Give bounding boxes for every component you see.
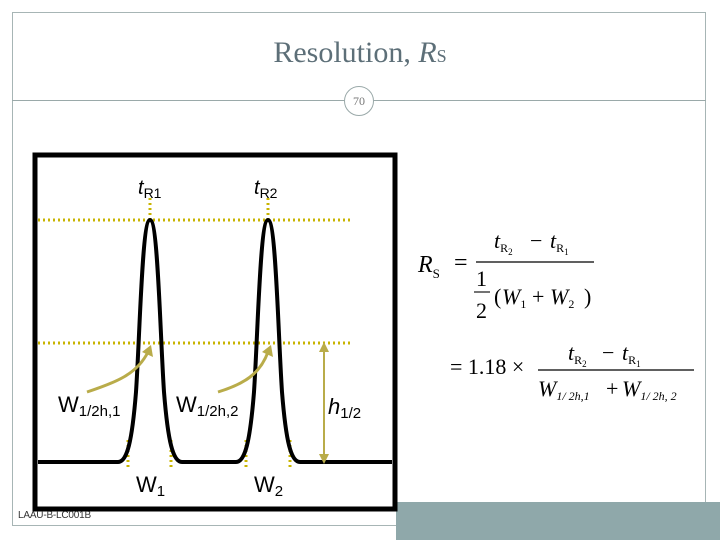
denominator2-w2: W1/ 2h, 2 [622, 376, 677, 403]
denominator2-plus: + [606, 376, 618, 401]
w-half2-label: W1/2h,2 [176, 392, 238, 420]
w-half1-label: W1/2h,1 [58, 392, 120, 420]
resolution-formula: RS = tR2 − tR1 1 2 ( W1 + W2 ) = 1.18 × … [417, 228, 694, 403]
w-half1-arrowhead-icon [142, 345, 153, 357]
footer-code: LAAU-B-LC001B [18, 510, 91, 521]
title-subscript: S [436, 46, 447, 66]
denominator2-w1: W1/ 2h,1 [538, 376, 590, 403]
numerator-tr2: tR2 [494, 228, 513, 257]
h-half-label: h1/2 [328, 394, 361, 422]
figure-frame [32, 152, 398, 512]
paren-close: ) [584, 284, 591, 309]
numerator-minus: − [530, 228, 542, 253]
paren-open: ( [494, 284, 501, 309]
numerator2-tr1: tR1 [622, 340, 641, 369]
numerator2-tr2: tR2 [568, 340, 587, 369]
w-half1-arrow [86, 351, 150, 394]
tr1-label: tR1 [138, 177, 162, 201]
equals-sign: = [454, 250, 468, 276]
chromatogram-trace [38, 217, 392, 464]
half-denominator: 2 [476, 298, 487, 323]
half-numerator: 1 [476, 266, 487, 291]
slide-frame [12, 12, 706, 526]
page-number-badge: 70 [344, 86, 374, 116]
denominator-plus: + [532, 284, 544, 309]
chromatogram-figure: tR1 tR2 W1/2h,1 W1/2h,2 h1/2 W1 W2 [32, 152, 398, 512]
h-arrow-down-icon [319, 454, 329, 464]
footer-bar [396, 502, 720, 540]
numerator-tr1: tR1 [550, 228, 569, 257]
numerator2-minus: − [602, 340, 614, 365]
denominator-w1: W1 [502, 284, 526, 311]
slide-title: Resolution, RS [0, 36, 720, 70]
tr2-label: tR2 [254, 177, 278, 201]
w2-label: W2 [254, 472, 283, 500]
w1-label: W1 [136, 472, 165, 500]
coefficient: = 1.18 × [450, 354, 524, 379]
title-variable: R [418, 36, 437, 69]
rs-symbol: RS [417, 252, 440, 281]
h-arrow-up-icon [319, 342, 329, 352]
w-half2-arrowhead-icon [262, 345, 273, 357]
denominator-w2: W2 [550, 284, 574, 311]
w-half2-arrow [217, 351, 270, 394]
title-text: Resolution, [273, 36, 419, 69]
